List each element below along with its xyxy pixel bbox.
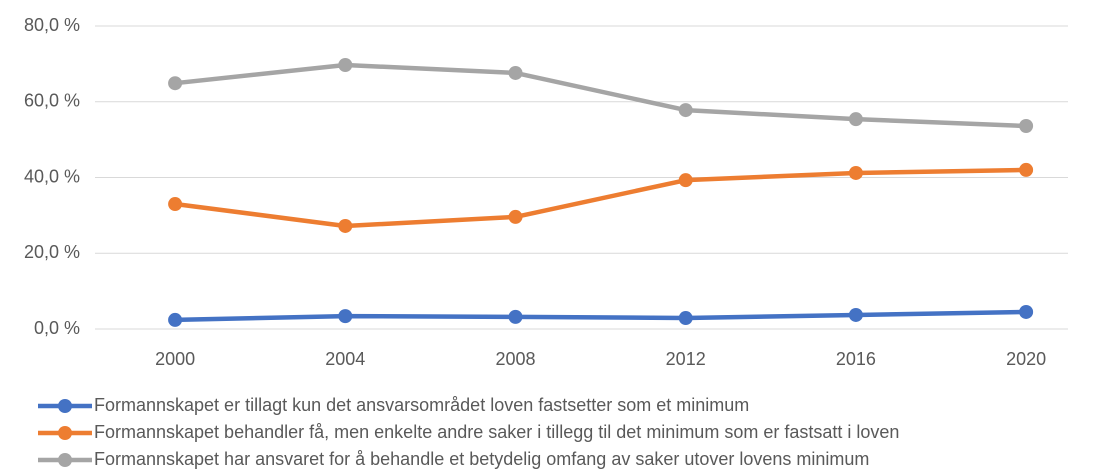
legend-label: Formannskapet behandler få, men enkelte … [94, 422, 899, 442]
y-tick-label: 0,0 % [34, 318, 80, 338]
point [168, 197, 183, 212]
point [1019, 162, 1034, 177]
x-tick-label: 2008 [495, 349, 535, 369]
series-line [175, 309, 1027, 323]
y-tick-label: 20,0 % [24, 242, 80, 262]
legend-marker [58, 426, 72, 440]
point [338, 218, 353, 233]
point [168, 312, 183, 327]
point [508, 65, 523, 80]
point [338, 58, 353, 73]
point [338, 309, 353, 324]
point [848, 307, 863, 322]
legend-label: Formannskapet er tillagt kun det ansvars… [94, 395, 749, 415]
point [1019, 304, 1034, 319]
y-tick-label: 40,0 % [24, 166, 80, 186]
point [678, 103, 693, 118]
legend-marker [58, 453, 72, 467]
y-tick-label: 60,0 % [24, 91, 80, 111]
x-tick-label: 2000 [155, 349, 195, 369]
legend-label: Formannskapet har ansvaret for å behandl… [94, 449, 869, 469]
point [848, 165, 863, 180]
point [168, 76, 183, 91]
series-line [174, 167, 1027, 229]
point [508, 309, 523, 324]
point [848, 112, 863, 127]
x-tick-label: 2012 [666, 349, 706, 369]
x-tick-label: 2016 [836, 349, 876, 369]
point [1019, 118, 1034, 133]
point [678, 173, 693, 188]
x-tick-label: 2020 [1006, 349, 1046, 369]
legend-marker [58, 399, 72, 413]
x-tick-label: 2004 [325, 349, 365, 369]
y-tick-label: 80,0 % [24, 15, 80, 35]
point [678, 311, 693, 326]
point [508, 209, 523, 224]
series-line [174, 62, 1027, 129]
